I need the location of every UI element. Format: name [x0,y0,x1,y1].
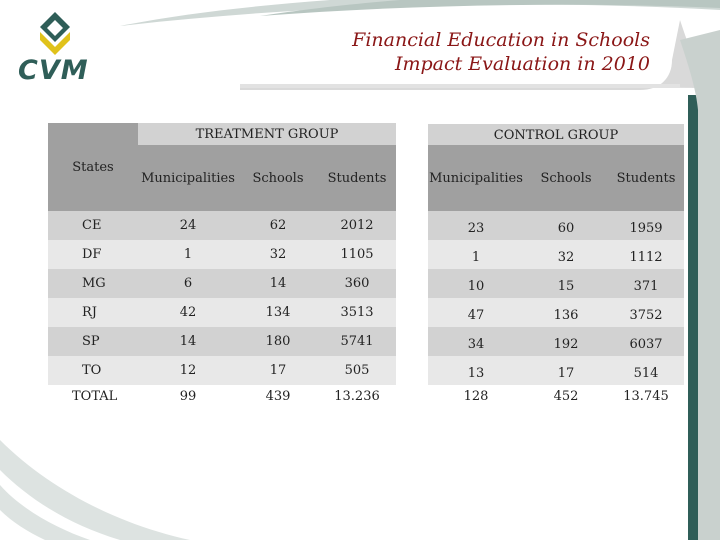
control-total: 128 [428,385,524,407]
treatment-col-schools: Schools [252,170,304,186]
control-value: 17 [524,356,608,385]
control-subheader-band [428,145,684,211]
control-value: 32 [524,240,608,269]
control-value: 60 [524,211,608,240]
states-header: States [48,123,138,211]
treatment-subheader-band [138,145,396,211]
cvm-diamond-logo [40,12,70,55]
row-state: CE [48,211,138,240]
treatment-total: 439 [238,385,318,407]
treatment-value: 1105 [318,240,396,269]
title-line-2: Impact Evaluation in 2010 [394,53,650,75]
treatment-group-header: TREATMENT GROUP [138,123,396,145]
treatment-value: 14 [238,269,318,298]
control-value: 47 [428,298,524,327]
control-value: 23 [428,211,524,240]
treatment-col-municipalities: Municipalities [141,170,235,186]
row-state: MG [48,269,138,298]
control-value: 1112 [608,240,684,269]
control-value: 1959 [608,211,684,240]
control-value: 514 [608,356,684,385]
treatment-value: 1 [138,240,238,269]
control-total: 452 [524,385,608,407]
row-state: SP [48,327,138,356]
control-col-schools: Schools [540,170,592,186]
treatment-value: 62 [238,211,318,240]
slide-title: Financial Education in Schools Impact Ev… [352,28,650,76]
row-state: DF [48,240,138,269]
control-value: 192 [524,327,608,356]
row-state: RJ [48,298,138,327]
control-value: 6037 [608,327,684,356]
logo-text: CVM [18,55,89,86]
control-value: 371 [608,269,684,298]
treatment-value: 3513 [318,298,396,327]
control-value: 13 [428,356,524,385]
control-total: 13.745 [608,385,684,407]
treatment-value: 24 [138,211,238,240]
control-group-header: CONTROL GROUP [428,124,684,146]
treatment-value: 12 [138,356,238,385]
total-label: TOTAL [48,385,138,407]
control-value: 3752 [608,298,684,327]
treatment-value: 2012 [318,211,396,240]
treatment-value: 14 [138,327,238,356]
treatment-value: 360 [318,269,396,298]
control-value: 15 [524,269,608,298]
treatment-value: 32 [238,240,318,269]
control-value: 10 [428,269,524,298]
treatment-total: 13.236 [318,385,396,407]
control-value: 34 [428,327,524,356]
treatment-value: 5741 [318,327,396,356]
control-value: 1 [428,240,524,269]
title-line-1: Financial Education in Schools [352,29,650,51]
treatment-value: 180 [238,327,318,356]
control-col-students: Students [616,170,676,186]
treatment-value: 17 [238,356,318,385]
treatment-col-students: Students [327,170,387,186]
treatment-total: 99 [138,385,238,407]
treatment-value: 134 [238,298,318,327]
control-col-municipalities: Municipalities [429,170,523,186]
treatment-value: 505 [318,356,396,385]
control-value: 136 [524,298,608,327]
row-state: TO [48,356,138,385]
treatment-value: 6 [138,269,238,298]
treatment-value: 42 [138,298,238,327]
